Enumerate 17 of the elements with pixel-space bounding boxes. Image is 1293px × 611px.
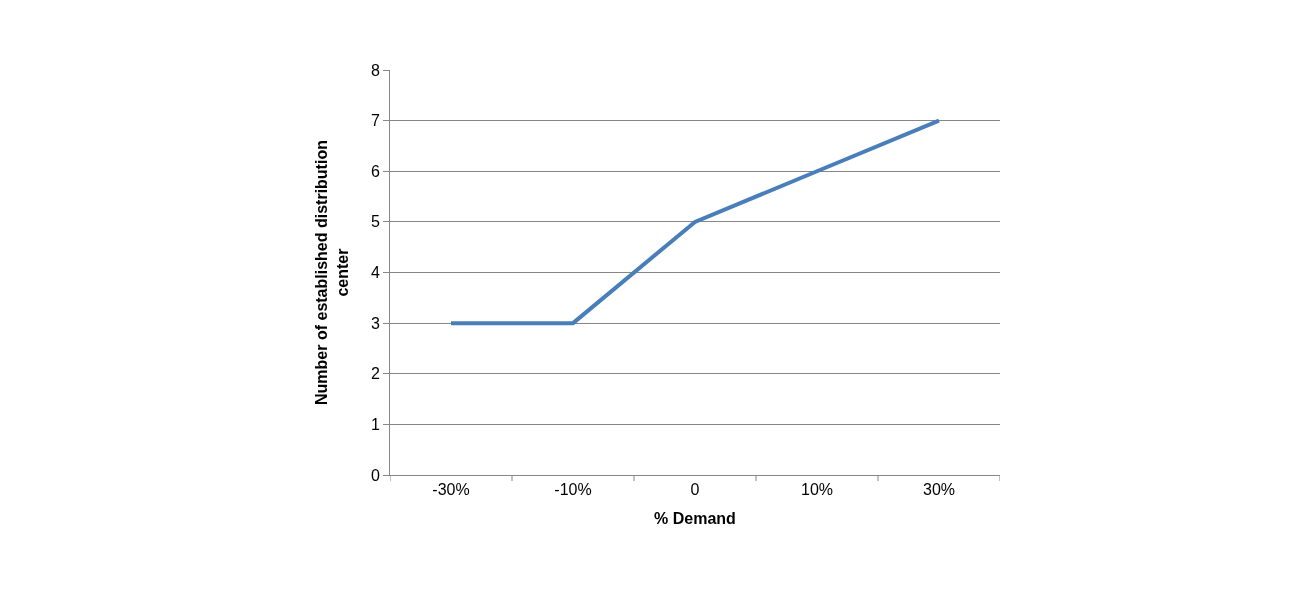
x-tick-label: 30% — [922, 481, 956, 499]
x-tick-label: 0 — [690, 481, 700, 499]
line-series — [449, 118, 941, 326]
y-tick-label: 5 — [370, 213, 380, 231]
y-tick-label: 1 — [370, 415, 380, 433]
y-tick-label: 3 — [370, 314, 380, 332]
y-tick-label: 7 — [370, 112, 380, 130]
y-tick-label: 8 — [370, 61, 380, 79]
x-tick-label: -10% — [554, 481, 592, 499]
y-tick-label: 4 — [370, 264, 380, 282]
y-tick-label: 2 — [370, 365, 380, 383]
x-tick-label: -30% — [432, 481, 470, 499]
y-tick-label: 0 — [370, 466, 380, 484]
x-axis-title: % Demand — [654, 509, 736, 527]
x-tick-label: 10% — [800, 481, 834, 499]
y-tick-label: 6 — [370, 162, 380, 180]
y-axis-title: Number of established distribution center — [312, 140, 351, 405]
